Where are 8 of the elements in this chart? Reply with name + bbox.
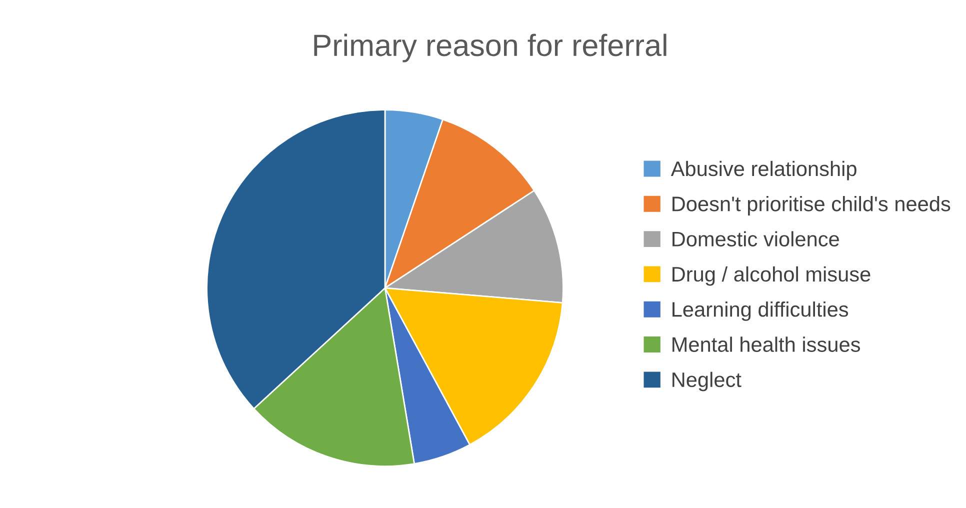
legend-label: Mental health issues — [672, 336, 860, 352]
chart-title: Primary reason for referral — [314, 34, 666, 62]
legend-label: Learning difficulties — [672, 302, 848, 321]
legend-label: Domestic violence — [672, 231, 839, 246]
legend-label: Abusive relationship — [670, 160, 856, 180]
legend-label: Neglect — [672, 372, 742, 392]
legend-label: Drug / alcohol misuse — [672, 266, 870, 286]
legend-label: Doesn't prioritise child's needs — [672, 196, 950, 216]
